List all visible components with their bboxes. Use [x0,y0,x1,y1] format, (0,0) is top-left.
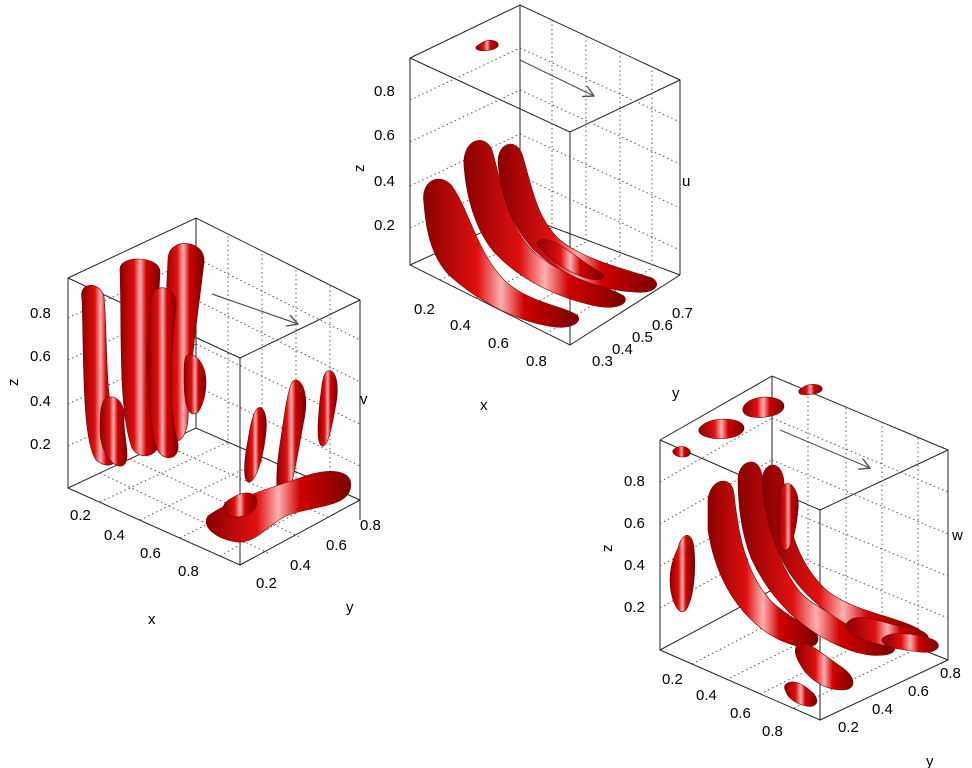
plot-v-z-tick: 0.8 [30,305,51,322]
plot-v-direction-arrow [211,293,298,324]
plot-w-x-tick: 0.2 [662,671,683,688]
plot-v-z-tick: 0.4 [30,393,51,410]
plot-v-z-label: z [5,379,22,387]
plot-u-x-label: x [480,397,488,414]
plot-w-y-tick: 0.4 [872,701,893,718]
plot-u-z-tick: 0.8 [374,83,395,100]
plot-u-y-tick: 0.6 [652,317,673,334]
plot-u-z-label: z [351,165,368,173]
plot-v-x-tick: 0.6 [140,545,161,562]
plot-w-z-label: z [599,545,616,553]
plot-u: 0.8 0.6 0.4 0.2 0.2 0.4 0.6 0.8 0.3 0.4 … [351,4,693,414]
plot-v-ticks: 0.8 0.6 0.4 0.2 0.2 0.4 0.6 0.8 0.2 0.4 … [30,305,381,592]
plot-v-y-label: y [346,599,354,616]
plot-w-y-tick: 0.2 [838,719,859,736]
plot-u-x-tick: 0.2 [414,301,435,318]
plot-w-z-tick: 0.2 [624,599,645,616]
plot-v-z-tick: 0.2 [30,436,51,453]
plot-u-z-tick: 0.2 [374,217,395,234]
plot-w-isosurfaces [669,384,939,707]
plot-v-z-tick: 0.6 [30,348,51,365]
plot-w-y-label: y [926,753,934,768]
plot-w-z-tick: 0.4 [624,557,645,574]
plot-w-x-tick: 0.6 [730,705,751,722]
plot-u-y-tick: 0.5 [632,329,653,346]
plot-v-x-label: x [148,611,156,628]
plot-v: 0.8 0.6 0.4 0.2 0.2 0.4 0.6 0.8 0.2 0.4 … [5,217,381,628]
plot-u-x-tick: 0.4 [450,317,471,334]
plot-u-x-tick: 0.6 [488,335,509,352]
plot-v-y-tick: 0.8 [360,517,381,534]
plot-w-y-tick: 0.6 [908,683,929,700]
plot-w-y-tick: 0.8 [940,665,961,682]
plot-u-isosurfaces [423,40,657,328]
plot-w-component-label: w [951,527,963,544]
plot-w-x-tick: 0.4 [696,687,717,704]
plot-u-y-label: y [672,385,680,402]
plot-w-x-tick: 0.8 [762,723,783,740]
plot-w-z-tick: 0.6 [624,515,645,532]
plot-u-component-label: u [682,173,690,190]
plot-u-y-tick: 0.4 [612,341,633,358]
plot-v-y-tick: 0.6 [326,537,347,554]
plot-v-y-tick: 0.2 [256,575,277,592]
plot-u-ticks: 0.8 0.6 0.4 0.2 0.2 0.4 0.6 0.8 0.3 0.4 … [374,83,693,370]
plot-u-z-tick: 0.4 [374,173,395,190]
plot-w-ticks: 0.8 0.6 0.4 0.2 0.2 0.4 0.6 0.8 0.2 0.4 … [624,473,961,740]
plot-v-x-tick: 0.2 [70,507,91,524]
plot-v-x-tick: 0.8 [178,563,199,580]
plot-w: 0.8 0.6 0.4 0.2 0.2 0.4 0.6 0.8 0.2 0.4 … [599,375,963,768]
plot-u-box [409,4,681,346]
plot-v-isosurfaces [81,243,352,543]
plot-v-y-tick: 0.4 [290,557,311,574]
plot-v-x-tick: 0.4 [104,527,125,544]
plot-u-x-tick: 0.8 [526,353,547,370]
plot-w-direction-arrow [779,429,870,468]
plot-u-z-tick: 0.6 [374,127,395,144]
plot-w-z-tick: 0.8 [624,473,645,490]
plot-u-y-tick: 0.7 [672,305,693,322]
plot-v-component-label: v [360,391,368,408]
plot-u-y-tick: 0.3 [592,353,613,370]
plot-u-direction-arrow [519,59,594,96]
